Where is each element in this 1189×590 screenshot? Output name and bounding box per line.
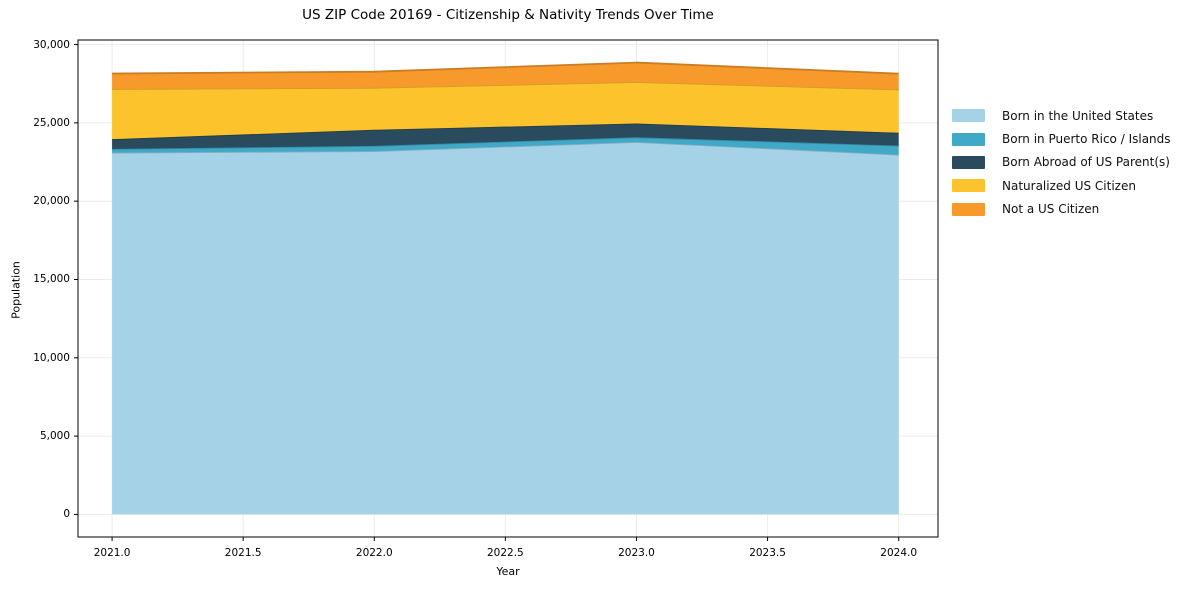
legend-swatch: [952, 109, 985, 123]
plot-frame: [77, 39, 939, 538]
legend-item-born-in-the-united-states: Born in the United States: [952, 104, 1171, 127]
legend-swatch: [952, 155, 985, 169]
legend-item-born-abroad-of-us-parent-s: Born Abroad of US Parent(s): [952, 151, 1171, 174]
legend-label: Born Abroad of US Parent(s): [1002, 155, 1170, 170]
x-tick-label: 2023.0: [618, 547, 655, 559]
legend-label: Born in Puerto Rico / Islands: [1002, 132, 1171, 147]
area-edge-not-a-us-citizen: [112, 61, 899, 75]
chart-legend: Born in the United States Born in Puerto …: [952, 104, 1171, 221]
legend-item-not-a-us-citizen: Not a US Citizen: [952, 198, 1171, 221]
legend-label: Born in the United States: [1002, 108, 1154, 123]
y-tick-label: 25,000: [33, 116, 70, 129]
y-tick-label: 10,000: [33, 351, 70, 364]
legend-label: Not a US Citizen: [1002, 202, 1100, 217]
legend-item-born-in-puerto-rico-islands: Born in Puerto Rico / Islands: [952, 127, 1171, 150]
area-series-naturalized-us-citizen: [112, 82, 899, 140]
legend-item-naturalized-us-citizen: Naturalized US Citizen: [952, 174, 1171, 197]
area-series-born-abroad-of-us-parent-s: [112, 123, 899, 149]
area-series-born-in-the-united-states: [112, 141, 899, 515]
x-tick-label: 2022.0: [355, 547, 393, 559]
area-series-born-in-puerto-rico-islands: [112, 137, 899, 155]
legend-swatch: [952, 179, 985, 193]
y-tick-label: 0: [63, 508, 70, 521]
y-tick-label: 5,000: [39, 430, 70, 443]
chart-title: US ZIP Code 20169 - Citizenship & Nativi…: [302, 7, 714, 23]
x-axis-label: Year: [496, 565, 520, 578]
legend-swatch: [952, 132, 985, 146]
x-tick-label: 2021.0: [93, 547, 131, 559]
y-tick-label: 20,000: [33, 195, 70, 208]
x-tick-label: 2022.5: [487, 547, 524, 559]
y-tick-label: 15,000: [33, 273, 70, 286]
area-series-not-a-us-citizen: [112, 62, 899, 90]
x-tick-label: 2024.0: [880, 547, 918, 559]
x-tick-label: 2023.5: [749, 547, 786, 559]
y-tick-label: 30,000: [33, 38, 70, 51]
legend-swatch: [952, 202, 985, 216]
y-axis-label: Population: [9, 261, 23, 319]
x-tick-label: 2021.5: [224, 547, 262, 559]
legend-label: Naturalized US Citizen: [1002, 178, 1136, 193]
